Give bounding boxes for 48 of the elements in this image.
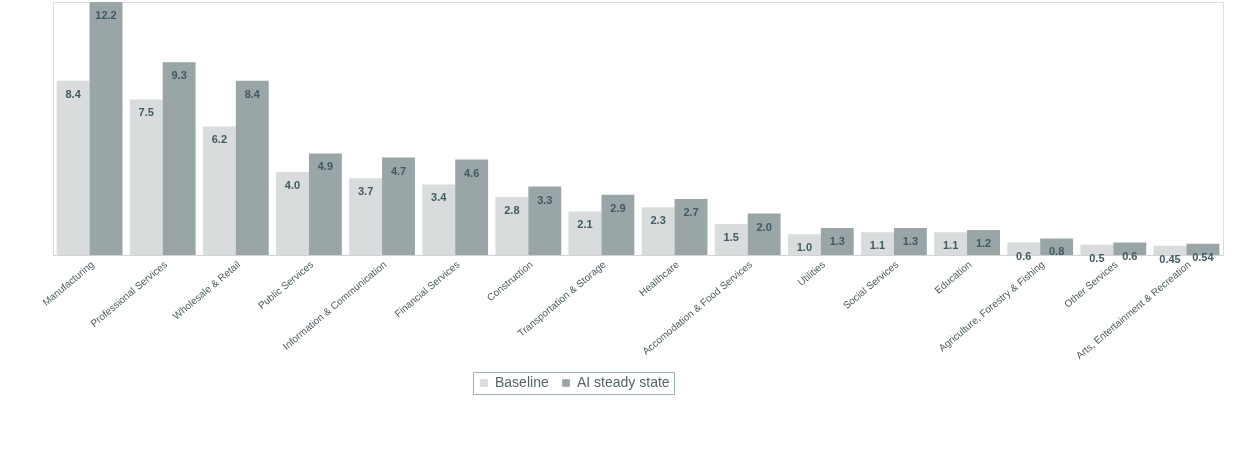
data-label: 1.3	[902, 235, 919, 248]
bar	[967, 230, 1000, 255]
data-label: 0.5	[1089, 251, 1105, 264]
legend-label: AI steady state	[577, 374, 670, 390]
bar	[893, 228, 927, 255]
data-label: 2.9	[610, 201, 626, 214]
data-label: 8.4	[244, 87, 261, 100]
data-label: 0.6	[1122, 249, 1138, 262]
bar	[747, 213, 781, 255]
data-label: 2.7	[683, 206, 699, 219]
data-label: 12.2	[95, 9, 117, 21]
data-label: 3.7	[357, 185, 374, 198]
data-label: 3.4	[431, 191, 448, 204]
data-label: 2.8	[504, 203, 520, 216]
data-label: 6.2	[211, 133, 228, 146]
bar	[382, 157, 415, 255]
bar	[820, 228, 854, 255]
data-label: 4.9	[317, 160, 334, 173]
data-label: 0.54	[1192, 250, 1215, 263]
data-label: 1.1	[942, 239, 959, 252]
bar	[162, 62, 196, 255]
data-label: 1.3	[829, 235, 845, 248]
data-label: 1.0	[796, 241, 813, 254]
bar	[1186, 243, 1220, 255]
data-label: 2.0	[756, 220, 772, 233]
bar	[308, 153, 342, 255]
data-label: 2.1	[577, 218, 593, 231]
data-label: 1.1	[869, 239, 886, 252]
data-label: 7.5	[138, 106, 154, 119]
bar	[455, 159, 489, 255]
bar	[674, 199, 708, 255]
bar	[89, 2, 123, 255]
data-label: 4.7	[390, 164, 407, 177]
data-label: 1.5	[723, 230, 739, 243]
legend-label: Baseline	[495, 374, 549, 390]
data-label: 9.3	[171, 69, 187, 82]
data-label: 0.8	[1048, 245, 1065, 258]
data-label: 4.6	[463, 166, 480, 179]
data-label: 1.2	[975, 237, 992, 250]
data-label: 2.3	[650, 214, 666, 227]
bar	[235, 80, 269, 255]
data-label: 4.0	[284, 179, 301, 192]
bar	[601, 194, 635, 255]
data-label: 8.4	[65, 87, 82, 100]
data-label: 0.6	[1016, 249, 1032, 262]
data-label: 3.3	[537, 193, 553, 206]
data-label: 0.45	[1159, 252, 1181, 265]
bar	[528, 186, 562, 255]
